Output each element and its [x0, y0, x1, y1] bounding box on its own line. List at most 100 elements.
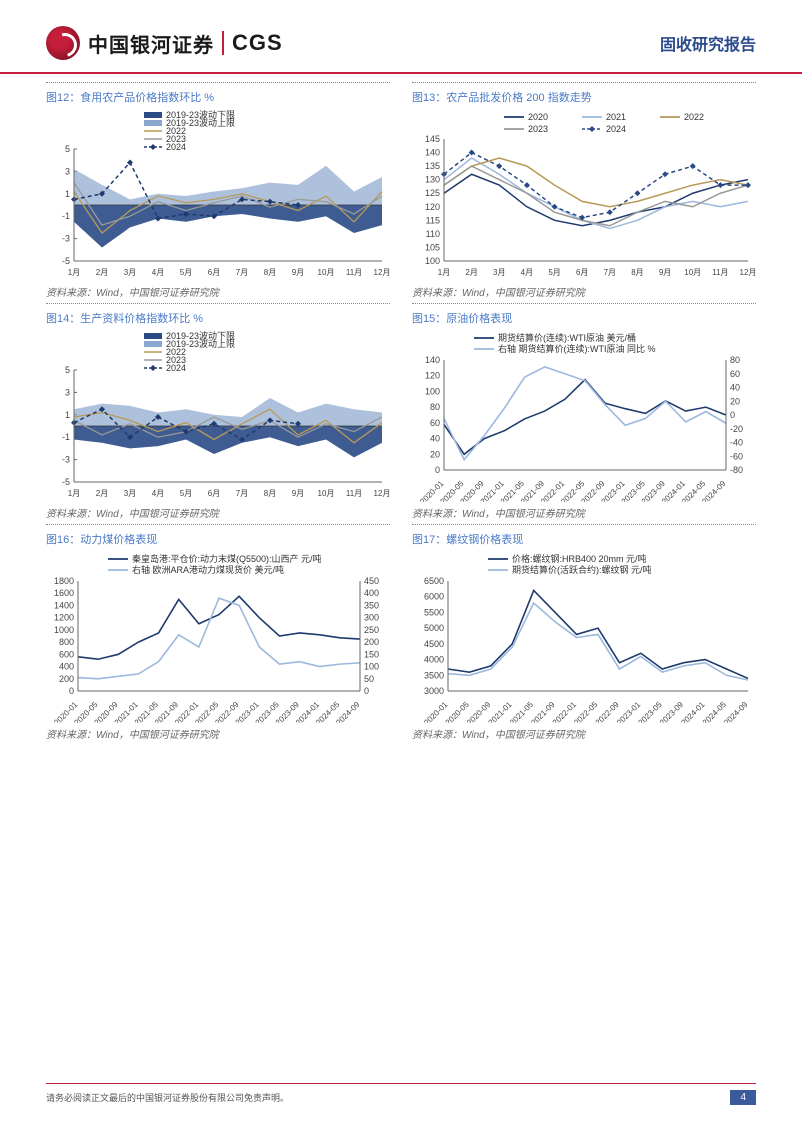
svg-text:1800: 1800: [54, 576, 74, 586]
svg-text:140: 140: [425, 355, 440, 365]
svg-text:20: 20: [430, 449, 440, 459]
svg-text:3000: 3000: [424, 686, 444, 696]
logo-text-cn: 中国银河证券: [88, 29, 214, 58]
svg-text:5月: 5月: [180, 489, 192, 498]
panel-chart17: 图17：螺纹钢价格表现 3000350040004500500055006000…: [412, 524, 756, 743]
chart13-source: 资料来源：Wind，中国银河证券研究院: [412, 281, 756, 301]
svg-text:9月: 9月: [292, 489, 304, 498]
svg-text:6月: 6月: [576, 268, 588, 277]
svg-text:125: 125: [425, 188, 440, 198]
svg-text:2月: 2月: [96, 268, 108, 277]
panel-chart15: 图15：原油价格表现 020406080100120140-80-60-40-2…: [412, 303, 756, 522]
svg-text:期货结算价(连续):WTI原油 美元/桶: 期货结算价(连续):WTI原油 美元/桶: [498, 332, 636, 343]
svg-text:-1: -1: [62, 211, 70, 221]
svg-text:3: 3: [65, 166, 70, 176]
svg-text:2021: 2021: [606, 112, 626, 122]
page: 中国银河证券 CGS 固收研究报告 图12：食用农产品价格指数环比 % 2019…: [0, 0, 802, 1133]
svg-text:7月: 7月: [236, 268, 248, 277]
svg-text:4月: 4月: [521, 268, 533, 277]
svg-text:-3: -3: [62, 234, 70, 244]
svg-text:6000: 6000: [424, 592, 444, 602]
svg-text:50: 50: [364, 674, 374, 684]
svg-text:12月: 12月: [374, 268, 390, 277]
logo-icon: [46, 26, 80, 60]
svg-text:2024-09: 2024-09: [700, 479, 728, 502]
svg-text:100: 100: [364, 662, 379, 672]
svg-text:8月: 8月: [264, 268, 276, 277]
page-header: 中国银河证券 CGS 固收研究报告: [0, 0, 802, 74]
svg-text:2024: 2024: [166, 142, 186, 152]
svg-text:140: 140: [425, 148, 440, 158]
svg-text:100: 100: [425, 256, 440, 266]
svg-text:5月: 5月: [180, 268, 192, 277]
svg-text:2024: 2024: [166, 363, 186, 373]
page-number: 4: [730, 1090, 756, 1105]
svg-text:2月: 2月: [465, 268, 477, 277]
svg-text:0: 0: [730, 410, 735, 420]
svg-text:2024-09: 2024-09: [334, 700, 362, 723]
svg-text:2024: 2024: [606, 124, 626, 134]
svg-text:12月: 12月: [374, 489, 390, 498]
svg-text:145: 145: [425, 134, 440, 144]
svg-text:135: 135: [425, 161, 440, 171]
svg-text:400: 400: [59, 662, 74, 672]
chart12-source: 资料来源：Wind，中国银河证券研究院: [46, 281, 390, 301]
chart-grid: 图12：食用农产品价格指数环比 % 2019-23波动下限2019-23波动上限…: [0, 74, 802, 745]
chart17-canvas: 300035004000450050005500600065002020-012…: [412, 551, 756, 723]
svg-text:350: 350: [364, 600, 379, 610]
svg-text:-40: -40: [730, 438, 743, 448]
svg-text:200: 200: [364, 637, 379, 647]
chart14-title: 图14：生产资料价格指数环比 %: [46, 303, 390, 330]
svg-text:20: 20: [730, 396, 740, 406]
svg-text:80: 80: [730, 355, 740, 365]
svg-text:100: 100: [425, 386, 440, 396]
svg-text:6500: 6500: [424, 576, 444, 586]
svg-text:6月: 6月: [208, 489, 220, 498]
svg-text:右轴 欧洲ARA港动力煤现货价 美元/吨: 右轴 欧洲ARA港动力煤现货价 美元/吨: [132, 564, 284, 575]
svg-text:7月: 7月: [604, 268, 616, 277]
svg-text:5000: 5000: [424, 623, 444, 633]
logo-divider: [222, 31, 224, 55]
svg-text:120: 120: [425, 202, 440, 212]
svg-text:右轴 期货结算价(连续):WTI原油 同比 %: 右轴 期货结算价(连续):WTI原油 同比 %: [498, 343, 656, 354]
panel-chart12: 图12：食用农产品价格指数环比 % 2019-23波动下限2019-23波动上限…: [46, 82, 390, 301]
svg-text:0: 0: [364, 686, 369, 696]
chart15-source: 资料来源：Wind，中国银河证券研究院: [412, 502, 756, 522]
logo-text-en: CGS: [232, 30, 283, 56]
svg-text:4000: 4000: [424, 655, 444, 665]
logo-area: 中国银河证券 CGS: [46, 26, 283, 60]
svg-text:5: 5: [65, 365, 70, 375]
svg-text:-3: -3: [62, 455, 70, 465]
chart16-source: 资料来源：Wind，中国银河证券研究院: [46, 723, 390, 743]
svg-text:4月: 4月: [152, 489, 164, 498]
chart14-canvas: 2019-23波动下限2019-23波动上限202220232024-5-3-1…: [46, 330, 390, 502]
chart12-title: 图12：食用农产品价格指数环比 %: [46, 82, 390, 109]
chart15-canvas: 020406080100120140-80-60-40-200204060802…: [412, 330, 756, 502]
svg-text:1600: 1600: [54, 588, 74, 598]
svg-text:40: 40: [430, 434, 440, 444]
panel-chart13: 图13：农产品批发价格 200 指数走势 1001051101151201251…: [412, 82, 756, 301]
svg-text:11月: 11月: [346, 489, 362, 498]
svg-text:5月: 5月: [548, 268, 560, 277]
svg-text:3500: 3500: [424, 670, 444, 680]
svg-text:450: 450: [364, 576, 379, 586]
chart17-title: 图17：螺纹钢价格表现: [412, 524, 756, 551]
svg-text:80: 80: [430, 402, 440, 412]
panel-chart14: 图14：生产资料价格指数环比 % 2019-23波动下限2019-23波动上限2…: [46, 303, 390, 522]
chart12-canvas: 2019-23波动下限2019-23波动上限202220232024-5-3-1…: [46, 109, 390, 281]
svg-text:11月: 11月: [346, 268, 362, 277]
svg-text:秦皇岛港:平仓价:动力末煤(Q5500):山西产 元/吨: 秦皇岛港:平仓价:动力末煤(Q5500):山西产 元/吨: [132, 553, 322, 564]
chart15-title: 图15：原油价格表现: [412, 303, 756, 330]
svg-text:130: 130: [425, 175, 440, 185]
chart16-title: 图16：动力煤价格表现: [46, 524, 390, 551]
svg-text:10月: 10月: [318, 268, 335, 277]
svg-text:2023: 2023: [528, 124, 548, 134]
svg-text:2022: 2022: [684, 112, 704, 122]
svg-text:11月: 11月: [712, 268, 728, 277]
panel-chart16: 图16：动力煤价格表现 0200400600800100012001400160…: [46, 524, 390, 743]
svg-text:期货结算价(活跃合约):螺纹钢 元/吨: 期货结算价(活跃合约):螺纹钢 元/吨: [512, 564, 652, 575]
svg-text:1000: 1000: [54, 625, 74, 635]
svg-text:-1: -1: [62, 432, 70, 442]
svg-text:0: 0: [435, 465, 440, 475]
chart16-canvas: 0200400600800100012001400160018000501001…: [46, 551, 390, 723]
